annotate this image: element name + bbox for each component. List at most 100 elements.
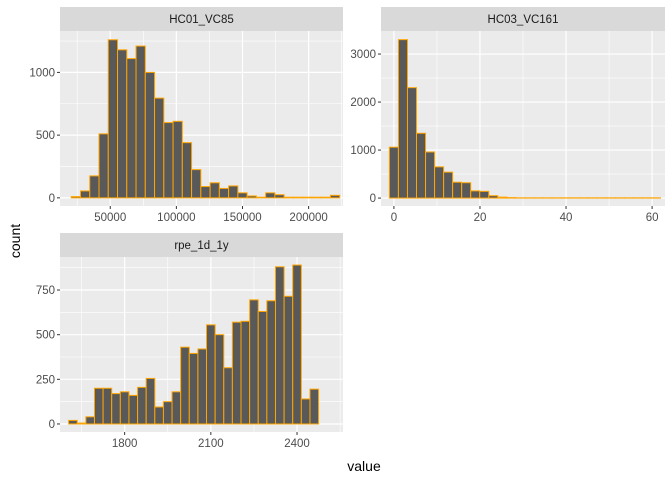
- y-tick-label: 0: [49, 193, 55, 205]
- facet-panel-1: HC01_VC85 50000 100000 150000 200000 0 500 1000: [29, 7, 343, 224]
- facet-strip: [60, 233, 343, 257]
- histogram-bars: [388, 39, 661, 199]
- histogram-bar: [172, 120, 183, 199]
- histogram-bar: [162, 401, 173, 425]
- histogram-bar: [214, 334, 225, 425]
- histogram-bar: [397, 39, 408, 199]
- histogram-bar: [117, 49, 128, 199]
- histogram-bar: [209, 182, 220, 199]
- histogram-bar: [197, 348, 208, 425]
- histogram-bar: [107, 39, 119, 199]
- histogram-bar: [416, 132, 427, 199]
- histogram-bar: [240, 320, 251, 425]
- histogram-bar: [119, 391, 130, 425]
- histogram-bar: [249, 299, 259, 425]
- histogram-bar: [76, 422, 87, 425]
- histogram-bar: [388, 146, 399, 199]
- histogram-bar: [309, 388, 320, 425]
- histogram-bar: [434, 166, 445, 199]
- histogram-bar: [302, 196, 313, 199]
- axis-ticks: 50000 100000 150000 200000 0 500 1000: [29, 67, 327, 224]
- histogram-bar: [329, 194, 341, 199]
- histogram-bar: [292, 196, 304, 199]
- facet-strip: [381, 7, 665, 31]
- histogram-bar: [223, 367, 233, 425]
- histogram-bar: [237, 192, 248, 199]
- facet-title: rpe_1d_1y: [174, 240, 229, 252]
- histogram-bar: [300, 398, 311, 425]
- y-tick-label: 250: [36, 374, 55, 386]
- histogram-bar: [180, 346, 190, 425]
- histogram-bar: [154, 97, 165, 199]
- histogram-bar: [255, 196, 267, 199]
- histogram-bar: [145, 377, 156, 425]
- facet-title: HC03_VC161: [488, 14, 559, 26]
- histogram-bar: [144, 71, 156, 199]
- y-tick-label: 750: [36, 285, 55, 297]
- histogram-bars: [70, 39, 341, 199]
- histogram-bar: [79, 190, 91, 199]
- histogram-bar: [85, 416, 95, 425]
- y-tick-label: 2000: [350, 97, 376, 109]
- y-tick-label: 0: [49, 419, 55, 431]
- y-tick-label: 1000: [29, 67, 55, 79]
- histogram-bar: [443, 171, 454, 199]
- histogram-bar: [320, 196, 331, 199]
- histogram-bar: [93, 387, 104, 425]
- histogram-bar: [292, 264, 302, 425]
- x-tick-label: 50000: [94, 212, 126, 224]
- facet-panel-3: rpe_1d_1y 1800 2100 2400 0 250 500 750: [36, 233, 343, 450]
- x-tick-label: 100000: [157, 212, 195, 224]
- y-tick-label: 1000: [350, 145, 376, 157]
- histogram-bar: [68, 419, 78, 425]
- histogram-bar: [274, 266, 285, 425]
- y-tick-label: 3000: [350, 49, 376, 61]
- x-tick-label: 150000: [223, 212, 261, 224]
- x-axis-title: value: [347, 458, 381, 474]
- histogram-bar: [163, 122, 174, 199]
- histogram-bar: [406, 87, 417, 199]
- histogram-bar: [497, 196, 508, 199]
- histogram-bar: [246, 195, 257, 199]
- x-tick-label: 20: [474, 212, 487, 224]
- x-tick-label: 60: [646, 212, 659, 224]
- histogram-bar: [128, 394, 139, 425]
- histogram-bar: [200, 186, 211, 199]
- histogram-bar: [102, 387, 113, 425]
- histogram-bar: [218, 187, 230, 199]
- histogram-bar: [171, 391, 182, 425]
- axis-ticks: 0 20 40 60 0 1000 2000 3000: [350, 49, 658, 224]
- histogram-bars: [68, 264, 320, 425]
- x-tick-label: 2100: [198, 438, 224, 450]
- histogram-bar: [126, 58, 137, 199]
- axis-ticks: 1800 2100 2400 0 250 500 750: [36, 285, 310, 450]
- histogram-bar: [274, 194, 285, 199]
- histogram-bar: [283, 295, 294, 425]
- histogram-bar: [111, 393, 121, 425]
- facet-strip: [60, 7, 343, 31]
- histogram-bar: [89, 175, 100, 199]
- histogram-bar: [425, 151, 436, 199]
- histogram-bar: [311, 196, 322, 199]
- histogram-bar: [231, 321, 242, 425]
- x-tick-label: 0: [391, 212, 397, 224]
- histogram-bar: [257, 310, 268, 425]
- histogram-bar: [266, 300, 276, 425]
- x-tick-label: 40: [560, 212, 573, 224]
- histogram-bar: [265, 192, 276, 199]
- facet-title: HC01_VC85: [169, 14, 234, 26]
- histogram-bar: [470, 190, 481, 199]
- histogram-bar: [452, 181, 463, 199]
- y-axis-title: count: [7, 224, 23, 258]
- histogram-bar: [283, 196, 294, 199]
- x-tick-label: 200000: [289, 212, 327, 224]
- histogram-bar: [137, 386, 147, 425]
- histogram-bar: [479, 190, 490, 199]
- x-tick-label: 2400: [284, 438, 310, 450]
- facet-panel-2: HC03_VC161 0 20 40 60 0 1000 2000 3000: [350, 7, 665, 224]
- histogram-bar: [98, 133, 109, 199]
- histogram-bar: [70, 196, 81, 199]
- histogram-bar: [188, 352, 199, 425]
